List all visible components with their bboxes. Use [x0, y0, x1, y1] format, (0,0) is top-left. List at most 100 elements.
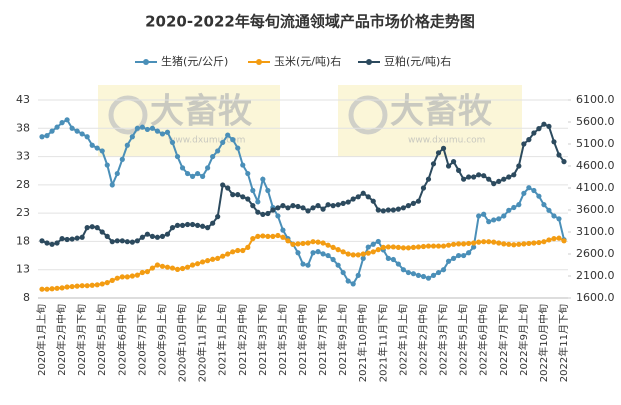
data-point	[430, 161, 437, 167]
data-point	[531, 187, 537, 194]
data-point	[39, 134, 45, 140]
data-point	[551, 213, 557, 219]
data-point	[355, 272, 361, 278]
data-point	[561, 159, 567, 165]
data-point	[49, 241, 55, 247]
legend-label: 生猪(元/公斤)	[161, 54, 228, 68]
data-point	[496, 216, 502, 222]
data-point	[245, 196, 251, 202]
data-point	[159, 131, 166, 137]
data-point	[320, 251, 326, 257]
x-tick-label: 2021年5月上旬	[276, 304, 289, 376]
y2-tick-label: 2600.0	[576, 247, 615, 260]
data-point	[526, 185, 532, 191]
data-point	[415, 198, 422, 204]
x-tick-label: 2021年2月中旬	[236, 304, 249, 376]
data-point	[435, 243, 442, 249]
data-point	[360, 255, 366, 261]
x-tick-label: 2021年7月下旬	[316, 304, 329, 376]
data-point	[230, 137, 236, 143]
data-point	[295, 241, 301, 247]
data-point	[285, 238, 291, 244]
data-point	[556, 216, 562, 222]
data-point	[179, 165, 186, 171]
data-point	[174, 153, 181, 160]
data-point	[270, 207, 276, 213]
data-point	[64, 236, 70, 243]
data-point	[521, 141, 527, 147]
data-point	[59, 285, 65, 291]
data-point	[74, 283, 80, 289]
data-point	[486, 219, 492, 225]
data-point	[360, 190, 366, 196]
data-point	[89, 224, 95, 230]
x-tick-label: 2020年7月下旬	[135, 304, 148, 376]
data-point	[536, 239, 542, 246]
data-point	[164, 129, 171, 135]
data-point	[335, 247, 341, 253]
data-point	[380, 244, 386, 250]
legend-label: 豆粕(元/吨)右	[384, 54, 451, 68]
legend-marker	[143, 59, 149, 65]
data-point	[104, 280, 110, 286]
data-point	[104, 162, 110, 168]
data-point	[54, 124, 60, 130]
y-tick-label: 23	[16, 206, 30, 219]
data-point	[461, 241, 467, 247]
data-point	[230, 192, 236, 198]
data-point	[315, 249, 321, 255]
data-point	[365, 250, 371, 256]
data-point	[225, 132, 231, 138]
data-point	[345, 278, 351, 284]
data-point	[546, 123, 552, 129]
data-point	[49, 128, 55, 134]
y2-tick-label: 6100.0	[576, 93, 615, 106]
data-point	[350, 196, 356, 202]
data-point	[255, 233, 261, 239]
watermark-text: 大畜牧	[390, 92, 493, 132]
data-point	[139, 269, 145, 276]
data-point	[240, 162, 246, 168]
data-point	[330, 256, 336, 263]
data-point	[415, 244, 422, 250]
y-tick-label: 8	[23, 291, 30, 304]
data-point	[410, 244, 417, 250]
data-point	[521, 190, 527, 196]
data-point	[139, 124, 145, 130]
data-point	[481, 211, 487, 217]
data-point	[235, 145, 241, 151]
x-tick-label: 2021年9月上旬	[336, 304, 349, 376]
data-point	[370, 249, 376, 255]
data-point	[466, 250, 472, 256]
data-point	[370, 198, 376, 204]
data-point	[44, 286, 50, 292]
y-tick-label: 28	[16, 178, 30, 191]
data-point	[250, 236, 256, 242]
data-point	[355, 194, 361, 200]
data-point	[305, 262, 311, 268]
data-point	[435, 269, 442, 276]
data-point	[541, 239, 547, 245]
data-point	[210, 256, 216, 262]
data-point	[64, 117, 70, 123]
data-point	[265, 187, 271, 194]
data-point	[114, 170, 120, 177]
x-tick-label: 2020年10月中旬	[176, 304, 189, 382]
data-point	[420, 243, 427, 250]
data-point	[109, 277, 115, 283]
data-point	[335, 262, 341, 268]
data-point	[360, 251, 366, 257]
x-tick-label: 2021年10月中旬	[356, 304, 369, 382]
data-point	[486, 239, 492, 245]
data-point	[375, 238, 381, 245]
data-point	[179, 265, 186, 272]
data-point	[79, 234, 85, 240]
x-tick-label: 2021年1月上旬	[216, 304, 229, 376]
data-point	[205, 258, 211, 264]
data-point	[365, 244, 371, 250]
data-point	[215, 255, 221, 261]
data-point	[450, 255, 457, 261]
data-point	[184, 264, 191, 270]
data-point	[44, 240, 50, 246]
data-point	[410, 271, 417, 277]
